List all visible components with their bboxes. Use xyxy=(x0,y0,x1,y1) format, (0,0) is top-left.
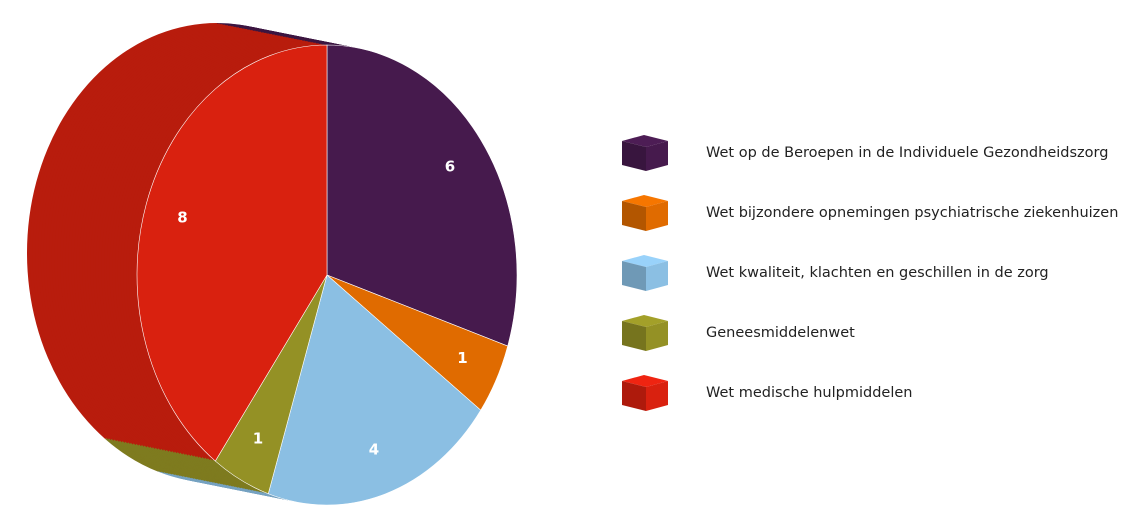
legend-swatch-left xyxy=(622,381,646,411)
legend-swatch-top xyxy=(622,255,668,267)
slice xyxy=(267,274,482,505)
legend-swatch-right xyxy=(646,381,668,411)
legend-swatch-right xyxy=(646,141,668,171)
data-label: 8 xyxy=(177,209,187,227)
legend-label: Wet bijzondere opnemingen psychiatrische… xyxy=(706,205,1118,221)
legend-swatch-left xyxy=(622,261,646,291)
legend-swatch-right xyxy=(646,201,668,231)
legend-swatch-top xyxy=(622,195,668,207)
legend-swatch-top xyxy=(622,135,668,147)
legend-label: Wet kwaliteit, klachten en geschillen in… xyxy=(706,265,1049,281)
data-label: 1 xyxy=(253,429,263,447)
legend-swatch-top xyxy=(622,375,668,387)
slice xyxy=(326,44,518,347)
slice xyxy=(136,44,328,462)
legend-swatch-left xyxy=(622,321,646,351)
legend-label: Wet op de Beroepen in de Individuele Gez… xyxy=(706,145,1108,161)
legend-label: Geneesmiddelenwet xyxy=(706,325,855,341)
legend-label: Wet medische hulpmiddelen xyxy=(706,385,912,401)
data-label: 6 xyxy=(445,157,455,175)
data-label: 1 xyxy=(457,349,467,367)
legend-swatch-left xyxy=(622,201,646,231)
legend-swatch-right xyxy=(646,261,668,291)
legend-swatch-right xyxy=(646,321,668,351)
legend-swatch-top xyxy=(622,315,668,327)
legend-swatch-left xyxy=(622,141,646,171)
data-label: 4 xyxy=(369,440,379,458)
